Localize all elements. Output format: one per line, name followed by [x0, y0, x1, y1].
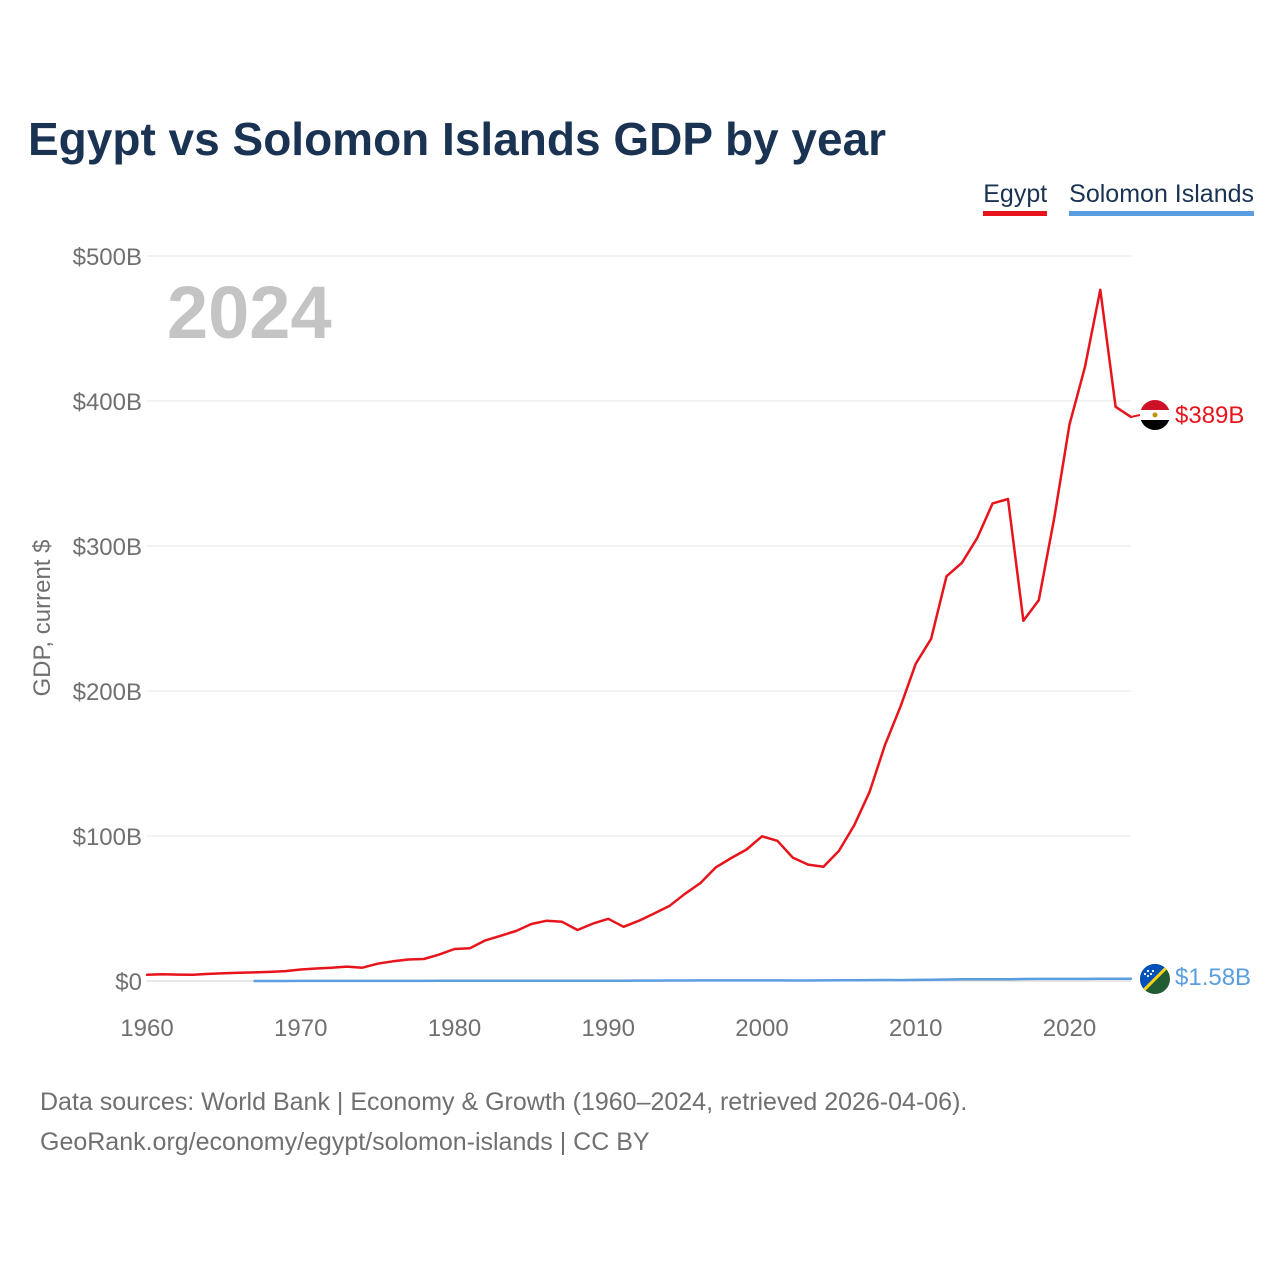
- y-tick-label: $300B: [73, 534, 142, 561]
- year-watermark: 2024: [167, 271, 332, 354]
- egypt-flag-icon: [1140, 400, 1170, 430]
- x-tick-label: 1980: [428, 1015, 481, 1042]
- y-tick-label: $0: [115, 969, 142, 996]
- chart-title: Egypt vs Solomon Islands GDP by year: [28, 113, 887, 165]
- legend-item-solomon-islands[interactable]: Solomon Islands: [1069, 180, 1254, 216]
- data-source: Data sources: World Bank | Economy & Gro…: [40, 1082, 967, 1162]
- end-value-label-egypt: $389B: [1175, 402, 1244, 429]
- legend-item-egypt[interactable]: Egypt: [983, 180, 1048, 216]
- legend: Egypt Solomon Islands: [983, 180, 1254, 216]
- x-tick-label: 2000: [735, 1015, 788, 1042]
- series-line-solomon-islands[interactable]: [253, 977, 1133, 983]
- source-line: Data sources: World Bank | Economy & Gro…: [40, 1088, 968, 1116]
- end-connector: [1130, 414, 1141, 418]
- x-tick-label: 2010: [889, 1015, 942, 1042]
- series-line-egypt[interactable]: [145, 288, 1133, 977]
- y-tick-label: $500B: [73, 244, 142, 271]
- y-tick-label: $200B: [73, 679, 142, 706]
- y-tick-label: $100B: [73, 824, 142, 851]
- x-tick-label: 1960: [120, 1015, 173, 1042]
- x-tick-label: 2020: [1043, 1015, 1096, 1042]
- solomon-islands-flag-icon: [1140, 964, 1170, 994]
- line-chart: $0 $100B $200B $300B $400B $500B 1960 1970 1980 1…: [29, 244, 1251, 1042]
- x-tick-label: 1990: [582, 1015, 635, 1042]
- y-axis-title: GDP, current $: [29, 540, 56, 697]
- y-tick-label: $400B: [73, 389, 142, 416]
- source-link[interactable]: GeoRank.org/economy/egypt/solomon-island…: [40, 1128, 650, 1156]
- x-tick-label: 1970: [274, 1015, 327, 1042]
- end-value-label-solomon-islands: $1.58B: [1175, 964, 1251, 991]
